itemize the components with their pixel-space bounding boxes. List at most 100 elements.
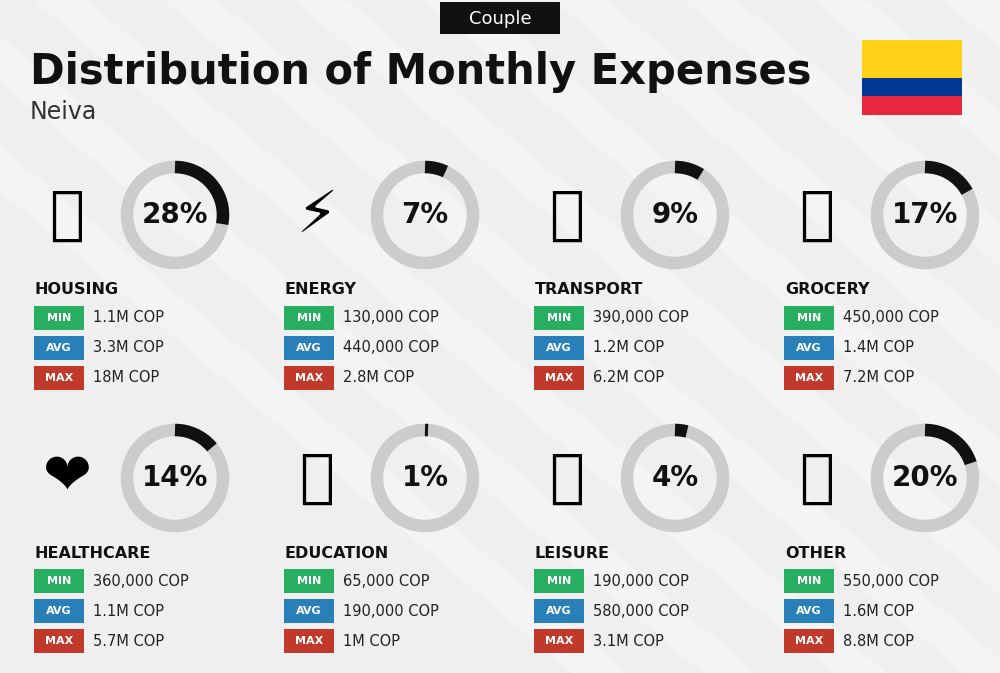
Text: 580,000 COP: 580,000 COP: [593, 604, 689, 618]
Text: AVG: AVG: [296, 343, 322, 353]
Text: 🏙️: 🏙️: [50, 186, 84, 244]
Text: MAX: MAX: [45, 373, 73, 383]
Text: MAX: MAX: [545, 636, 573, 646]
Text: MAX: MAX: [795, 373, 823, 383]
FancyBboxPatch shape: [862, 77, 962, 96]
Text: GROCERY: GROCERY: [785, 283, 870, 297]
Text: 360,000 COP: 360,000 COP: [93, 573, 189, 588]
FancyBboxPatch shape: [284, 629, 334, 653]
Text: MAX: MAX: [45, 636, 73, 646]
Text: MAX: MAX: [295, 636, 323, 646]
FancyBboxPatch shape: [534, 629, 584, 653]
Text: MIN: MIN: [297, 576, 321, 586]
Text: 130,000 COP: 130,000 COP: [343, 310, 439, 326]
Text: 4%: 4%: [651, 464, 699, 492]
Text: 450,000 COP: 450,000 COP: [843, 310, 939, 326]
Text: MIN: MIN: [47, 313, 71, 323]
Text: 1M COP: 1M COP: [343, 633, 400, 649]
Text: 🎓: 🎓: [300, 450, 334, 507]
FancyBboxPatch shape: [34, 629, 84, 653]
FancyBboxPatch shape: [534, 366, 584, 390]
Text: 28%: 28%: [142, 201, 208, 229]
FancyBboxPatch shape: [34, 569, 84, 593]
Text: 1.4M COP: 1.4M COP: [843, 341, 914, 355]
FancyBboxPatch shape: [534, 306, 584, 330]
Text: 1.1M COP: 1.1M COP: [93, 310, 164, 326]
Text: 3.1M COP: 3.1M COP: [593, 633, 664, 649]
Text: 440,000 COP: 440,000 COP: [343, 341, 439, 355]
Text: 14%: 14%: [142, 464, 208, 492]
Text: 🛍️: 🛍️: [550, 450, 584, 507]
FancyBboxPatch shape: [862, 40, 962, 77]
Text: 8.8M COP: 8.8M COP: [843, 633, 914, 649]
Text: ⚡: ⚡: [296, 186, 338, 244]
Text: MIN: MIN: [797, 313, 821, 323]
Text: AVG: AVG: [46, 606, 72, 616]
Text: AVG: AVG: [546, 343, 572, 353]
Text: 🚌: 🚌: [550, 186, 584, 244]
Text: 1.1M COP: 1.1M COP: [93, 604, 164, 618]
Text: 390,000 COP: 390,000 COP: [593, 310, 689, 326]
Text: MIN: MIN: [547, 313, 571, 323]
Text: 7.2M COP: 7.2M COP: [843, 371, 914, 386]
Text: 6.2M COP: 6.2M COP: [593, 371, 664, 386]
Text: TRANSPORT: TRANSPORT: [535, 283, 643, 297]
Text: AVG: AVG: [546, 606, 572, 616]
Text: 1.6M COP: 1.6M COP: [843, 604, 914, 618]
FancyBboxPatch shape: [34, 599, 84, 623]
Text: OTHER: OTHER: [785, 546, 846, 561]
Text: MAX: MAX: [545, 373, 573, 383]
Text: 20%: 20%: [892, 464, 958, 492]
FancyBboxPatch shape: [284, 599, 334, 623]
FancyBboxPatch shape: [784, 569, 834, 593]
FancyBboxPatch shape: [440, 2, 560, 34]
Text: AVG: AVG: [296, 606, 322, 616]
Text: 🛒: 🛒: [800, 186, 834, 244]
Text: MAX: MAX: [795, 636, 823, 646]
Text: AVG: AVG: [46, 343, 72, 353]
FancyBboxPatch shape: [534, 599, 584, 623]
FancyBboxPatch shape: [34, 336, 84, 360]
FancyBboxPatch shape: [784, 306, 834, 330]
Text: AVG: AVG: [796, 606, 822, 616]
Text: 190,000 COP: 190,000 COP: [343, 604, 439, 618]
Text: HEALTHCARE: HEALTHCARE: [35, 546, 151, 561]
FancyBboxPatch shape: [284, 306, 334, 330]
Text: LEISURE: LEISURE: [535, 546, 610, 561]
Text: EDUCATION: EDUCATION: [285, 546, 389, 561]
Text: 1%: 1%: [402, 464, 448, 492]
FancyBboxPatch shape: [34, 306, 84, 330]
Text: ❤️: ❤️: [43, 450, 91, 507]
FancyBboxPatch shape: [34, 366, 84, 390]
FancyBboxPatch shape: [784, 629, 834, 653]
FancyBboxPatch shape: [284, 366, 334, 390]
Text: 190,000 COP: 190,000 COP: [593, 573, 689, 588]
Text: MIN: MIN: [297, 313, 321, 323]
Text: MIN: MIN: [547, 576, 571, 586]
FancyBboxPatch shape: [784, 599, 834, 623]
FancyBboxPatch shape: [862, 96, 962, 115]
Text: 💰: 💰: [800, 450, 834, 507]
Text: HOUSING: HOUSING: [35, 283, 119, 297]
Text: 17%: 17%: [892, 201, 958, 229]
Text: 18M COP: 18M COP: [93, 371, 159, 386]
Text: 1.2M COP: 1.2M COP: [593, 341, 664, 355]
FancyBboxPatch shape: [784, 336, 834, 360]
Text: MIN: MIN: [797, 576, 821, 586]
Text: 2.8M COP: 2.8M COP: [343, 371, 414, 386]
Text: 65,000 COP: 65,000 COP: [343, 573, 430, 588]
Text: Couple: Couple: [469, 10, 531, 28]
Text: 550,000 COP: 550,000 COP: [843, 573, 939, 588]
FancyBboxPatch shape: [534, 336, 584, 360]
Text: Distribution of Monthly Expenses: Distribution of Monthly Expenses: [30, 51, 812, 93]
FancyBboxPatch shape: [284, 336, 334, 360]
Text: Neiva: Neiva: [30, 100, 97, 124]
Text: 7%: 7%: [401, 201, 449, 229]
Text: 9%: 9%: [652, 201, 698, 229]
Text: 5.7M COP: 5.7M COP: [93, 633, 164, 649]
FancyBboxPatch shape: [784, 366, 834, 390]
FancyBboxPatch shape: [534, 569, 584, 593]
Text: MAX: MAX: [295, 373, 323, 383]
Text: ENERGY: ENERGY: [285, 283, 357, 297]
FancyBboxPatch shape: [284, 569, 334, 593]
